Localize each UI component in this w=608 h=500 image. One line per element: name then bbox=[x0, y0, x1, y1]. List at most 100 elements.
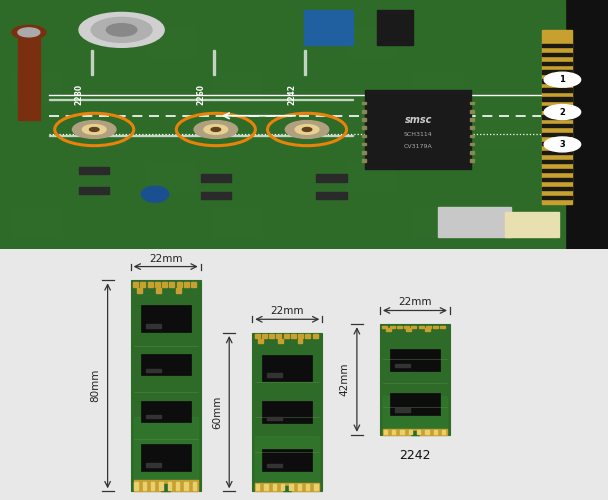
Bar bbox=[298, 484, 301, 490]
Text: 2: 2 bbox=[559, 108, 565, 116]
Text: 60mm: 60mm bbox=[212, 396, 222, 429]
Bar bbox=[184, 282, 189, 287]
Bar bbox=[134, 418, 198, 480]
Circle shape bbox=[106, 24, 137, 36]
Circle shape bbox=[194, 120, 238, 138]
Bar bbox=[470, 126, 474, 129]
Bar bbox=[284, 334, 289, 338]
Bar bbox=[79, 167, 109, 174]
Bar bbox=[380, 324, 450, 434]
Bar bbox=[145, 463, 161, 467]
Bar bbox=[267, 416, 282, 420]
Text: 2242: 2242 bbox=[399, 448, 430, 462]
Bar bbox=[258, 338, 263, 342]
Bar bbox=[148, 282, 153, 287]
Bar bbox=[140, 400, 191, 421]
Bar bbox=[542, 62, 572, 64]
Bar bbox=[542, 187, 572, 190]
Bar bbox=[156, 288, 161, 293]
Bar bbox=[193, 482, 196, 490]
Bar bbox=[201, 192, 231, 199]
Bar bbox=[143, 482, 146, 490]
Bar bbox=[79, 186, 109, 194]
Bar bbox=[542, 151, 572, 154]
Bar bbox=[470, 102, 474, 104]
Bar bbox=[413, 206, 462, 236]
Bar bbox=[400, 430, 404, 434]
Bar bbox=[255, 334, 260, 338]
Bar bbox=[272, 484, 276, 490]
Bar bbox=[134, 480, 198, 491]
Bar bbox=[79, 117, 128, 147]
Bar bbox=[131, 280, 201, 491]
Bar bbox=[390, 326, 395, 328]
Bar bbox=[213, 206, 261, 236]
Bar bbox=[281, 484, 285, 490]
Bar bbox=[140, 444, 191, 471]
Bar bbox=[151, 482, 154, 490]
Bar bbox=[411, 431, 419, 434]
Bar bbox=[277, 334, 282, 338]
Bar bbox=[91, 50, 93, 74]
Text: 2280: 2280 bbox=[75, 84, 83, 104]
Bar bbox=[278, 338, 283, 342]
Text: SCH3114: SCH3114 bbox=[404, 132, 433, 137]
Circle shape bbox=[302, 128, 312, 132]
Bar bbox=[382, 326, 387, 328]
Bar bbox=[191, 282, 196, 287]
Bar bbox=[542, 116, 572, 118]
Bar bbox=[409, 430, 412, 434]
Bar bbox=[289, 484, 292, 490]
Text: 2260: 2260 bbox=[196, 84, 205, 104]
Bar bbox=[162, 484, 170, 491]
Bar bbox=[395, 408, 410, 412]
Bar bbox=[162, 282, 167, 287]
Bar bbox=[440, 326, 445, 328]
Bar bbox=[146, 162, 195, 192]
Text: 1: 1 bbox=[559, 75, 565, 84]
Bar bbox=[542, 133, 572, 136]
Bar bbox=[542, 98, 572, 100]
Circle shape bbox=[295, 124, 319, 134]
Text: 2242: 2242 bbox=[288, 84, 296, 104]
Text: 42mm: 42mm bbox=[340, 363, 350, 396]
Text: 22mm: 22mm bbox=[271, 306, 304, 316]
Bar bbox=[145, 324, 161, 328]
Circle shape bbox=[18, 28, 40, 37]
Bar bbox=[213, 50, 215, 74]
Bar bbox=[140, 282, 145, 287]
Bar bbox=[470, 151, 474, 154]
Circle shape bbox=[544, 104, 581, 120]
Bar bbox=[133, 282, 138, 287]
Bar bbox=[480, 117, 529, 147]
Bar bbox=[256, 484, 259, 490]
Circle shape bbox=[211, 128, 221, 132]
Bar bbox=[297, 338, 302, 342]
Bar bbox=[505, 212, 559, 236]
Circle shape bbox=[79, 12, 164, 48]
Bar bbox=[283, 486, 291, 491]
Ellipse shape bbox=[141, 186, 168, 202]
Bar bbox=[145, 369, 161, 372]
Bar bbox=[314, 484, 318, 490]
Bar bbox=[262, 448, 313, 470]
Bar bbox=[146, 28, 195, 58]
Bar bbox=[264, 484, 268, 490]
Bar bbox=[269, 334, 274, 338]
Bar bbox=[542, 70, 572, 74]
Bar bbox=[392, 430, 395, 434]
Circle shape bbox=[285, 120, 329, 138]
Bar bbox=[542, 124, 572, 128]
Bar bbox=[184, 482, 188, 490]
Bar bbox=[362, 110, 366, 112]
Bar bbox=[137, 288, 142, 293]
Bar bbox=[305, 334, 311, 338]
Bar bbox=[417, 430, 420, 434]
Bar bbox=[390, 393, 440, 415]
Bar bbox=[426, 430, 429, 434]
Bar bbox=[470, 134, 474, 137]
Text: smsc: smsc bbox=[404, 114, 432, 124]
Circle shape bbox=[91, 18, 152, 42]
Bar bbox=[542, 52, 572, 56]
Bar bbox=[470, 143, 474, 146]
